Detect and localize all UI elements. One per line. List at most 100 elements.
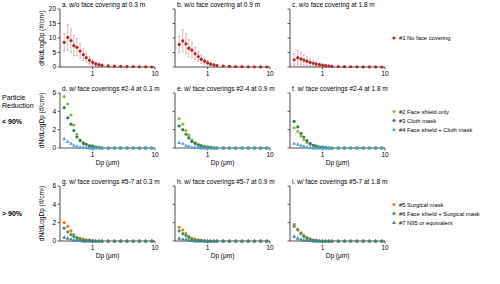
- point: [318, 239, 321, 242]
- point: [144, 146, 148, 149]
- point: [321, 64, 324, 67]
- error-cap: [63, 33, 65, 34]
- point: [330, 239, 333, 242]
- point: [212, 239, 215, 242]
- point: [330, 65, 333, 68]
- error-cap: [200, 55, 202, 56]
- plot-area: #1 No face covering: [178, 30, 269, 69]
- point: [305, 139, 308, 142]
- point: [144, 65, 147, 68]
- point: [82, 238, 85, 241]
- point: [292, 234, 296, 237]
- point: [199, 146, 203, 149]
- point: [337, 146, 340, 149]
- point: [187, 136, 190, 139]
- point: [253, 239, 256, 242]
- point: [81, 145, 85, 148]
- point: [138, 239, 141, 242]
- series: #3 Cloth mask: [63, 106, 154, 150]
- point: [187, 134, 190, 137]
- point: [82, 141, 85, 144]
- point: [100, 239, 103, 242]
- point: [321, 145, 324, 148]
- point: [203, 60, 206, 63]
- series: #1 No face covering: [178, 30, 269, 69]
- point: [246, 146, 250, 149]
- point: [137, 239, 141, 242]
- point: [247, 239, 250, 242]
- error-cap: [207, 65, 209, 66]
- point: [302, 144, 306, 147]
- panel-title: e. w/ face coverings #2-4 at 0.9 m: [177, 85, 275, 93]
- point: [321, 239, 324, 242]
- x-tick-label: 1: [321, 70, 325, 77]
- point: [234, 239, 237, 242]
- panel-title: g. w/ face coverings #5-7 at 0.3 m: [62, 178, 160, 186]
- point: [212, 239, 215, 242]
- x-tick-label: 10: [381, 151, 389, 158]
- point: [119, 239, 122, 242]
- point: [374, 239, 377, 242]
- y-tick: [58, 222, 61, 223]
- legend: #2 Face shield only#3 Cloth mask#4 Face …: [392, 109, 472, 133]
- point: [324, 239, 328, 242]
- point: [178, 226, 181, 229]
- point: [349, 146, 352, 149]
- y-axis: [60, 186, 61, 241]
- point: [97, 146, 100, 149]
- point: [222, 146, 225, 149]
- point: [72, 235, 75, 238]
- y-tick: [288, 23, 291, 24]
- point: [368, 239, 371, 242]
- point: [184, 133, 187, 136]
- point: [361, 239, 365, 242]
- x-tick-label: 1: [91, 244, 95, 251]
- point: [206, 239, 209, 242]
- point: [368, 239, 371, 242]
- point: [315, 238, 318, 241]
- plot-area: #2 Face shield only#3 Cloth mask#4 Face …: [292, 120, 383, 150]
- y-tick-label: 2: [52, 126, 56, 133]
- series: #2 Face shield only: [63, 95, 154, 150]
- point: [69, 123, 72, 126]
- y-tick: [173, 148, 176, 149]
- point: [299, 57, 302, 60]
- point: [97, 146, 101, 149]
- panel: d. w/ face coverings #2-4 at 0.3 m110024…: [38, 85, 160, 167]
- point: [196, 146, 200, 149]
- point: [100, 239, 104, 242]
- y-tick: [288, 38, 291, 39]
- point: [100, 146, 104, 149]
- point: [265, 239, 268, 242]
- point: [75, 133, 78, 136]
- point: [119, 146, 122, 149]
- point: [265, 239, 268, 242]
- point: [75, 46, 78, 49]
- error-cap: [85, 53, 87, 54]
- panel-title: d. w/ face coverings #2-4 at 0.3 m: [62, 85, 160, 93]
- y-tick-label: 10: [49, 34, 57, 41]
- point: [138, 146, 141, 149]
- y-tick: [173, 241, 176, 242]
- point: [215, 239, 218, 242]
- point: [184, 143, 188, 146]
- panel-title: h. w/ face coverings #5-7 at 0.9 m: [177, 178, 275, 186]
- y-tick: [288, 129, 291, 130]
- y-tick: [288, 222, 291, 223]
- point: [221, 239, 225, 242]
- point: [177, 141, 181, 144]
- point: [62, 235, 66, 238]
- point: [299, 232, 302, 235]
- point: [94, 239, 97, 242]
- point: [150, 239, 154, 242]
- point: [113, 65, 116, 68]
- point: [181, 141, 185, 144]
- y-tick-label: 0: [52, 63, 56, 70]
- error-cap: [300, 52, 302, 53]
- y-tick: [288, 52, 291, 53]
- error-cap: [203, 58, 205, 59]
- point: [178, 117, 181, 120]
- point: [212, 239, 216, 242]
- row-label: > 90%: [2, 210, 23, 217]
- point: [361, 146, 365, 149]
